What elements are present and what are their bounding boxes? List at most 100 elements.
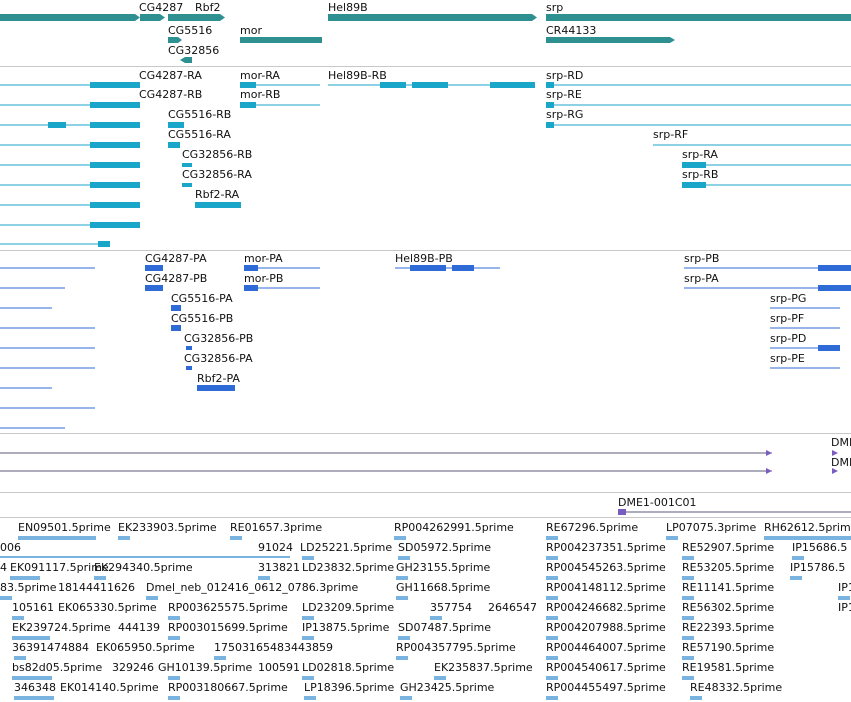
protein-label[interactable]: srp-PF (770, 312, 804, 325)
est-label[interactable]: RP004246682.5prime (546, 601, 666, 614)
gene-feature[interactable] (240, 37, 322, 43)
est-label[interactable]: LD25221.5prime (300, 541, 392, 554)
est-label[interactable]: RE57190.5prime (682, 641, 774, 654)
est-label[interactable]: IP1 (838, 601, 851, 614)
protein-features[interactable] (0, 265, 851, 429)
est-label[interactable]: 17503165483443859 (214, 641, 333, 654)
est-label[interactable]: RH62612.5prime (764, 521, 851, 534)
est-label[interactable]: 83.5prime (0, 581, 57, 594)
protein-label[interactable]: mor-PB (244, 272, 283, 285)
est-label[interactable]: RP004237351.5prime (546, 541, 666, 554)
gene-feature[interactable] (546, 37, 675, 43)
protein-label[interactable]: srp-PA (684, 272, 719, 285)
contig-track[interactable]: DME DME (0, 436, 851, 474)
gene-label[interactable]: mor (240, 24, 262, 37)
est-label[interactable]: 4 (0, 561, 7, 574)
gene-feature[interactable] (328, 14, 537, 21)
protein-label[interactable]: srp-PB (684, 252, 719, 265)
est-label[interactable]: RE01657.3prime (230, 521, 322, 534)
protein-label[interactable]: srp-PE (770, 352, 805, 365)
est-label[interactable]: 357754 (430, 601, 472, 614)
est-label[interactable]: RE48332.5prime (690, 681, 782, 694)
est-label[interactable]: RP003625575.5prime (168, 601, 288, 614)
gene-label[interactable]: CG32856 (168, 44, 219, 57)
protein-label[interactable]: CG4287-PB (145, 272, 207, 285)
est-label[interactable]: 91024 (258, 541, 293, 554)
transcript-label[interactable]: mor-RB (240, 88, 280, 101)
protein-label[interactable]: CG5516-PB (171, 312, 233, 325)
protein-label[interactable]: Rbf2-PA (197, 372, 240, 385)
transcript-label[interactable]: mor-RA (240, 69, 280, 82)
est-label[interactable]: Dmel_neb_012416_0612_0786.3prime (146, 581, 358, 594)
est-label[interactable]: RE56302.5prime (682, 601, 774, 614)
protein-track[interactable]: CG4287-PA mor-PA Hel89B-PB srp-PB CG4287… (0, 252, 851, 429)
transcript-label[interactable]: Rbf2-RA (195, 188, 240, 201)
est-label[interactable]: LP07075.3prime (666, 521, 757, 534)
est-label[interactable]: 36391474884 (12, 641, 89, 654)
est-label[interactable]: EK065950.5prime (96, 641, 195, 654)
gene-label[interactable]: srp (546, 1, 563, 14)
gene-feature[interactable] (0, 14, 140, 21)
gene-label[interactable]: CR44133 (546, 24, 596, 37)
est-label[interactable]: 105161 (12, 601, 54, 614)
est-label[interactable]: IP15686.5 (792, 541, 847, 554)
gene-label[interactable]: Hel89B (328, 1, 368, 14)
est-label[interactable]: RE19581.5prime (682, 661, 774, 674)
est-label[interactable]: RP004207988.5prime (546, 621, 666, 634)
transcript-track[interactable]: CG4287-RA mor-RA Hel89B-RB srp-RD CG4287… (0, 69, 851, 247)
est-label[interactable]: RE11141.5prime (682, 581, 774, 594)
protein-label[interactable]: CG32856-PA (184, 352, 253, 365)
est-label[interactable]: 329246 (112, 661, 154, 674)
est-label[interactable]: LP18396.5prime (304, 681, 395, 694)
est-label[interactable]: SD07487.5prime (398, 621, 491, 634)
est-label[interactable]: RP004262991.5prime (394, 521, 514, 534)
est-label[interactable]: LD02818.5prime (302, 661, 394, 674)
transcript-label[interactable]: CG5516-RB (168, 108, 231, 121)
est-label[interactable]: EK294340.5prime (94, 561, 193, 574)
est-label[interactable]: RP003015699.5prime (168, 621, 288, 634)
gene-feature[interactable] (546, 14, 851, 21)
protein-label[interactable]: CG4287-PA (145, 252, 207, 265)
transcript-label[interactable]: CG4287-RA (139, 69, 202, 82)
est-label[interactable]: RE53205.5prime (682, 561, 774, 574)
est-label[interactable]: 444139 (118, 621, 160, 634)
clone-label[interactable]: DME1-001C01 (618, 496, 697, 509)
est-features[interactable] (0, 536, 851, 700)
est-label[interactable]: IP13875.5prime (302, 621, 390, 634)
transcript-label[interactable]: CG5516-RA (168, 128, 231, 141)
transcript-label[interactable]: CG4287-RB (139, 88, 202, 101)
protein-label[interactable]: CG32856-PB (184, 332, 253, 345)
gene-label[interactable]: CG5516 (168, 24, 212, 37)
est-label[interactable]: LD23209.5prime (302, 601, 394, 614)
gene-feature[interactable] (180, 57, 192, 63)
est-label[interactable]: EN09501.5prime (18, 521, 111, 534)
transcript-label[interactable]: srp-RD (546, 69, 583, 82)
gene-label[interactable]: CG4287 (139, 1, 183, 14)
protein-label[interactable]: mor-PA (244, 252, 283, 265)
est-track[interactable]: EN09501.5prime EK233903.5prime RE01657.3… (0, 521, 851, 700)
gene-feature[interactable] (168, 37, 182, 43)
contig-label[interactable]: DME (831, 436, 851, 449)
est-label[interactable]: GH23425.5prime (400, 681, 495, 694)
protein-label[interactable]: srp-PD (770, 332, 806, 345)
gene-feature[interactable] (140, 14, 165, 21)
est-label[interactable]: 2646547 (488, 601, 537, 614)
est-label[interactable]: EK235837.5prime (434, 661, 533, 674)
est-label[interactable]: RE67296.5prime (546, 521, 638, 534)
est-label[interactable]: 313821 (258, 561, 300, 574)
est-label[interactable]: EK233903.5prime (118, 521, 217, 534)
clone-track[interactable]: DME1-001C01 (618, 496, 851, 515)
est-label[interactable]: RP004357795.5prime (396, 641, 516, 654)
gene-feature[interactable] (168, 14, 225, 21)
transcript-label[interactable]: srp-RG (546, 108, 583, 121)
contig-label[interactable]: DME (831, 456, 851, 469)
est-label[interactable]: 006 (0, 541, 21, 554)
est-label[interactable]: 346348 (14, 681, 56, 694)
est-label[interactable]: bs82d05.5prime (12, 661, 102, 674)
est-label[interactable]: EK239724.5prime (12, 621, 111, 634)
protein-label[interactable]: CG5516-PA (171, 292, 233, 305)
est-label[interactable]: RE22393.5prime (682, 621, 774, 634)
gene-label[interactable]: Rbf2 (195, 1, 221, 14)
est-label[interactable]: RP003180667.5prime (168, 681, 288, 694)
